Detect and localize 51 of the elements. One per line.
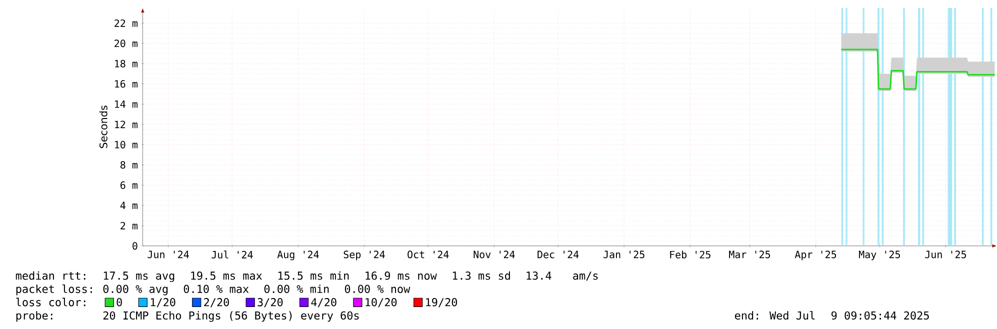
text: 0.00 % now	[344, 284, 410, 294]
y-tick-label: 22 m	[114, 19, 138, 27]
legend-label: 2/20	[204, 298, 229, 308]
legend-label: 3/20	[258, 298, 283, 308]
y-tick-label: 6 m	[120, 181, 138, 189]
text: 1.3 ms sd	[452, 271, 510, 280]
text: 15.5 ms min	[278, 271, 349, 280]
line-series	[840, 48, 996, 90]
x-tick-label: Mar '25	[729, 250, 770, 258]
y-tick-label: 20 m	[114, 40, 138, 48]
x-tick-label: Jan '25	[604, 250, 644, 258]
text: 13.4	[526, 272, 552, 280]
y-tick-label: 12 m	[115, 120, 138, 128]
x-tick-label: Apr '25	[794, 250, 836, 260]
x-tick-label: Jul '24	[212, 250, 253, 259]
text: loss color:	[16, 298, 86, 306]
text: probe:	[16, 311, 52, 322]
x-tick-label: Sep '24	[344, 250, 385, 260]
y-tick-label: 14 m	[115, 100, 138, 108]
text: 20 ICMP Echo Pings (56 Bytes) every 60s	[103, 311, 359, 322]
text: 9 09:05:44 2025	[832, 311, 929, 320]
text: 0.10 % max	[184, 284, 249, 294]
y-tick-label: 18 m	[115, 60, 138, 68]
text: am/s	[573, 272, 598, 281]
y-tick-label: 8 m	[120, 161, 138, 169]
x-tick-label: Nov '24	[474, 250, 515, 258]
x-tick-label: Jun '24	[148, 250, 189, 258]
text: end: Wed Jul	[734, 311, 815, 320]
y-tick-label: 16 m	[115, 80, 138, 88]
text: 19.5 ms max	[191, 272, 262, 280]
text: packet loss:	[16, 284, 92, 296]
x-tick-label: Feb '25	[670, 250, 710, 258]
text: 17.5 ms avg	[104, 272, 174, 282]
y-tick-label: 4 m	[120, 202, 138, 210]
x-tick-label: May '25	[858, 250, 900, 260]
legend-label: 4/20	[311, 298, 336, 308]
legend-label: 19/20	[426, 298, 458, 308]
y-tick-label: 0	[132, 242, 138, 250]
x-tick-label: Dec '24	[538, 250, 579, 258]
text: median rtt:	[16, 271, 86, 280]
legend-label: 10/20	[366, 298, 397, 308]
text: 0.00 % min	[264, 284, 329, 294]
text: 0.00 % avg	[103, 284, 168, 296]
text: 16.9 ms now	[366, 272, 437, 280]
x-tick-label: Aug '24	[277, 250, 319, 260]
y-tick-label: 10 m	[115, 140, 138, 148]
y-axis-title: Seconds	[99, 106, 108, 148]
x-tick-label: Oct '24	[408, 250, 449, 258]
x-tick-label: Jun '25	[925, 250, 966, 258]
legend-label: 1/20	[150, 298, 176, 308]
y-tick-label: 2 m	[120, 222, 138, 230]
